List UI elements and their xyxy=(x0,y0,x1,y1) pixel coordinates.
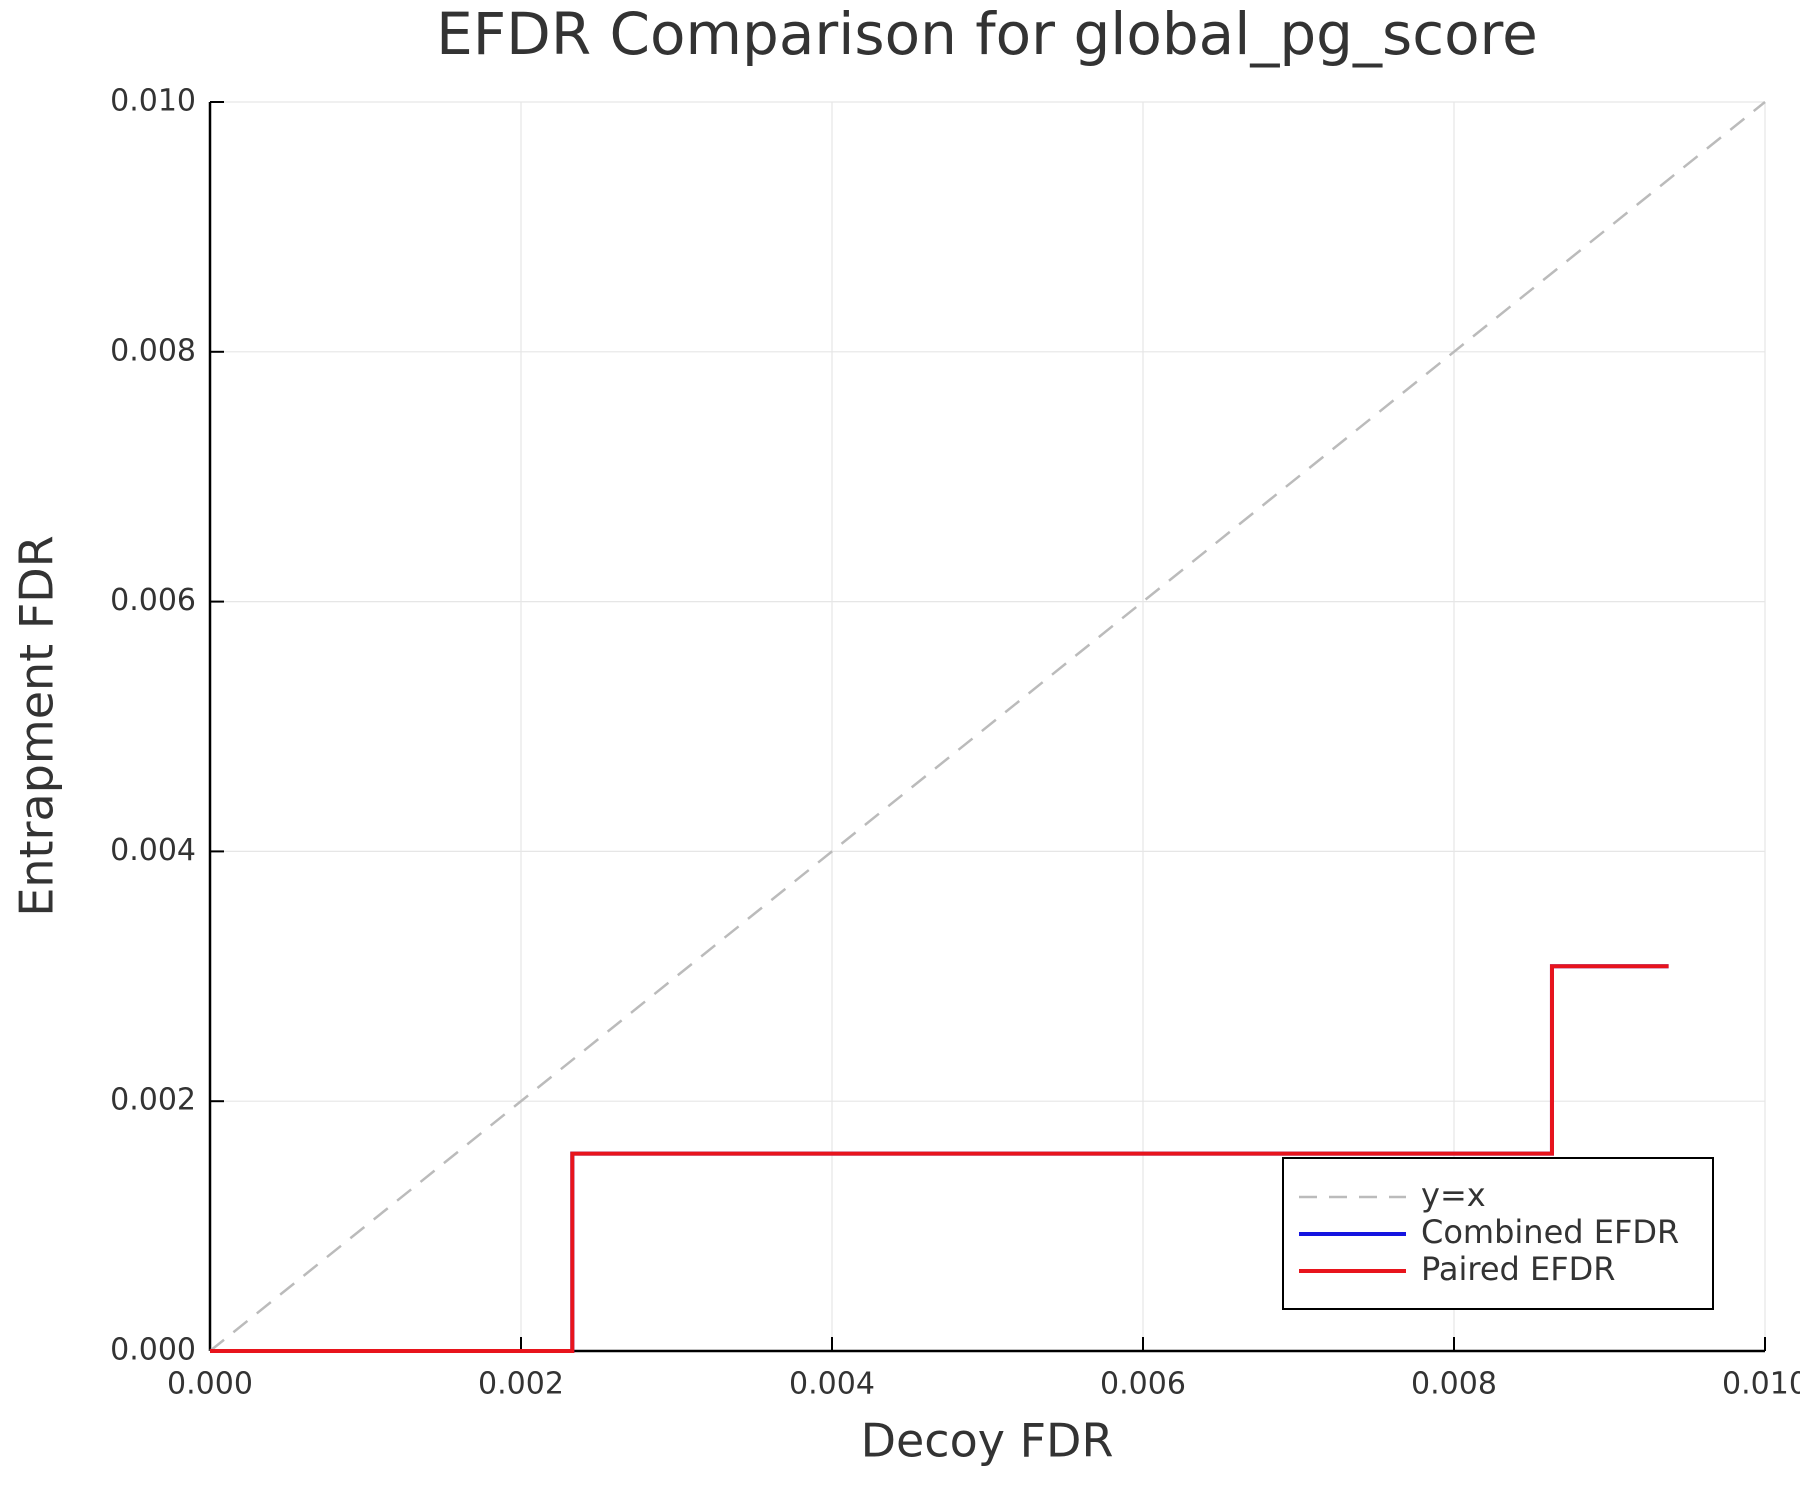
y-tick-label: 0.000 xyxy=(110,1333,196,1368)
legend-label: Combined EFDR xyxy=(1421,1213,1679,1251)
x-tick-label: 0.002 xyxy=(478,1367,564,1402)
x-tick-label: 0.006 xyxy=(1100,1367,1186,1402)
x-axis-label: Decoy FDR xyxy=(861,1414,1114,1468)
x-tick-label: 0.008 xyxy=(1411,1367,1497,1402)
legend-label: y=x xyxy=(1421,1176,1486,1214)
legend-label: Paired EFDR xyxy=(1421,1250,1615,1288)
chart-title: EFDR Comparison for global_pg_score xyxy=(436,0,1538,68)
y-tick-label: 0.010 xyxy=(110,84,196,119)
x-tick-label: 0.010 xyxy=(1722,1367,1800,1402)
series-line xyxy=(209,101,1766,1352)
y-axis-label: Entrapment FDR xyxy=(10,535,64,916)
y-tick-label: 0.004 xyxy=(110,833,196,868)
x-tick-label: 0.004 xyxy=(789,1367,875,1402)
y-tick-label: 0.008 xyxy=(110,333,196,368)
series-line xyxy=(210,964,1669,1353)
x-tick-label: 0.000 xyxy=(167,1367,253,1402)
y-tick-label: 0.006 xyxy=(110,583,196,618)
y-tick-label: 0.002 xyxy=(110,1083,196,1118)
